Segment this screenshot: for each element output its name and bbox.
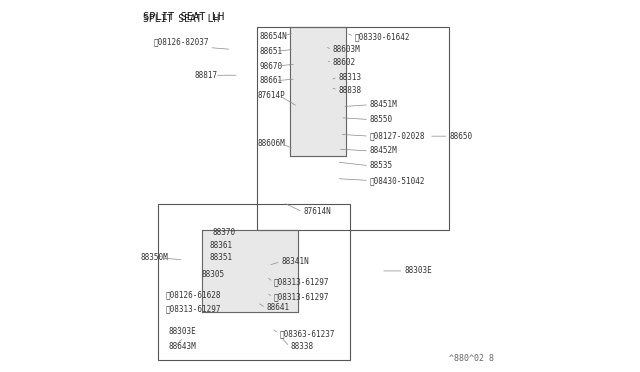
Text: Ⓑ08127-02028: Ⓑ08127-02028 [370,132,426,141]
Text: 88305: 88305 [202,270,225,279]
Text: 88535: 88535 [370,161,393,170]
Text: 88602: 88602 [333,58,356,67]
Text: SPLIT SEAT LH: SPLIT SEAT LH [143,13,224,22]
Text: Ⓑ08126-82037: Ⓑ08126-82037 [154,38,209,46]
Text: 88654N: 88654N [259,32,287,41]
Text: 88651: 88651 [259,47,282,56]
Text: 88451M: 88451M [370,100,397,109]
Text: 88370: 88370 [213,228,236,237]
Bar [157,205,349,359]
Text: ^880^02 8: ^880^02 8 [449,354,493,363]
Text: 88303E: 88303E [405,266,433,275]
Text: SPLIT SEAT LH: SPLIT SEAT LH [143,14,219,24]
Text: 88650: 88650 [449,132,472,141]
Text: Ⓢ08363-61237: Ⓢ08363-61237 [280,329,335,338]
Text: 88550: 88550 [370,115,393,124]
Text: 88452M: 88452M [370,147,397,155]
Text: Ⓢ08313-61297: Ⓢ08313-61297 [274,292,330,301]
Text: 87614N: 87614N [303,207,331,217]
Polygon shape [202,230,298,311]
Text: 88641: 88641 [266,303,289,312]
Text: Ⓢ08430-51042: Ⓢ08430-51042 [370,176,426,185]
Bar [257,27,449,230]
Text: Ⓢ08126-61628: Ⓢ08126-61628 [166,291,221,299]
Text: 88341N: 88341N [281,257,309,266]
Text: 88643M: 88643M [168,342,196,351]
Text: 98670: 98670 [259,61,282,71]
Text: 88606M: 88606M [257,139,285,148]
Text: 88838: 88838 [339,86,362,94]
Text: 88661: 88661 [259,76,282,85]
Polygon shape [291,27,346,157]
Text: Ⓢ08330-61642: Ⓢ08330-61642 [355,32,411,41]
Text: 88350M: 88350M [141,253,169,263]
Text: 88817: 88817 [195,71,218,80]
Text: Ⓢ08313-61297: Ⓢ08313-61297 [166,304,221,313]
Text: 87614P: 87614P [257,91,285,100]
Text: 88313: 88313 [339,73,362,81]
Text: Ⓢ08313-61297: Ⓢ08313-61297 [274,278,330,286]
Text: 88303E: 88303E [168,327,196,336]
Text: 88351: 88351 [209,253,232,263]
Text: 88603M: 88603M [333,45,361,54]
Text: 88338: 88338 [291,342,314,351]
Text: 88361: 88361 [209,241,232,250]
